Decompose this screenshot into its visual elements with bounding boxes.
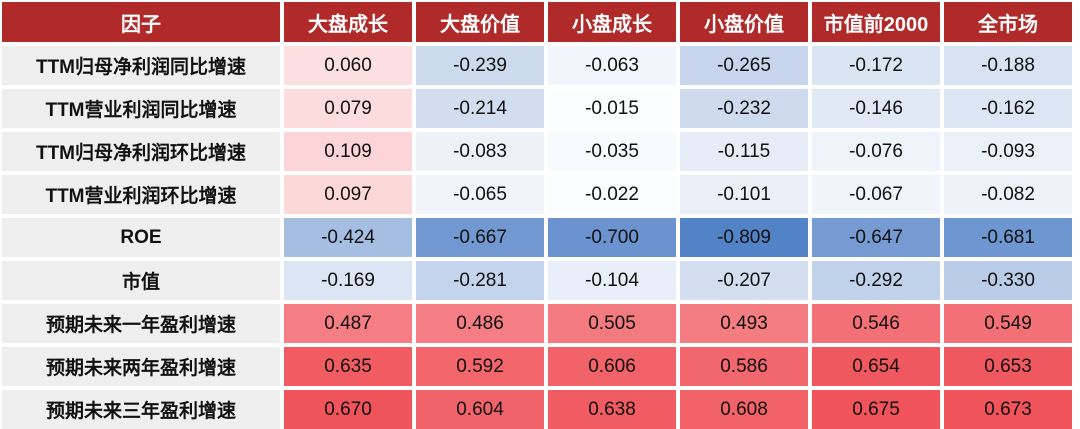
- value-cell: 0.654: [812, 343, 944, 386]
- row-label: TTM营业利润同比增速: [2, 85, 284, 128]
- value-cell: 0.487: [284, 300, 416, 343]
- value-cell: 0.653: [944, 343, 1076, 386]
- row-label: TTM归母净利润同比增速: [2, 42, 284, 85]
- value-cell: 0.638: [548, 386, 680, 429]
- value-cell: -0.424: [284, 214, 416, 257]
- value-cell: -0.022: [548, 171, 680, 214]
- column-header: 大盘成长: [284, 2, 416, 42]
- value-cell: -0.681: [944, 214, 1076, 257]
- table-row: TTM营业利润同比增速 0.079 -0.214 -0.015 -0.232 -0.146…: [2, 85, 1076, 128]
- value-cell: -0.065: [416, 171, 548, 214]
- header-row: 因子 大盘成长 大盘价值 小盘成长 小盘价值 市值前2000 全市场: [2, 2, 1076, 42]
- column-header: 小盘价值: [680, 2, 812, 42]
- table-row: TTM归母净利润环比增速 0.109 -0.083 -0.035 -0.115 -0.07…: [2, 128, 1076, 171]
- table-row: 预期未来三年盈利增速 0.670 0.604 0.638 0.608 0.675 0.673: [2, 386, 1076, 429]
- column-header: 大盘价值: [416, 2, 548, 42]
- table-row: 预期未来一年盈利增速 0.487 0.486 0.505 0.493 0.546 0.549: [2, 300, 1076, 343]
- row-label: ROE: [2, 214, 284, 257]
- value-cell: -0.063: [548, 42, 680, 85]
- value-cell: -0.207: [680, 257, 812, 300]
- corner-header: 因子: [2, 2, 284, 42]
- value-cell: -0.239: [416, 42, 548, 85]
- row-label: 市值: [2, 257, 284, 300]
- table-row: 市值 -0.169 -0.281 -0.104 -0.207 -0.292 -0.330: [2, 257, 1076, 300]
- value-cell: 0.060: [284, 42, 416, 85]
- value-cell: -0.169: [284, 257, 416, 300]
- value-cell: -0.188: [944, 42, 1076, 85]
- value-cell: -0.265: [680, 42, 812, 85]
- value-cell: -0.104: [548, 257, 680, 300]
- value-cell: 0.673: [944, 386, 1076, 429]
- row-label: TTM归母净利润环比增速: [2, 128, 284, 171]
- column-header: 全市场: [944, 2, 1076, 42]
- value-cell: -0.146: [812, 85, 944, 128]
- value-cell: -0.101: [680, 171, 812, 214]
- value-cell: -0.232: [680, 85, 812, 128]
- value-cell: 0.546: [812, 300, 944, 343]
- column-header: 市值前2000: [812, 2, 944, 42]
- value-cell: -0.015: [548, 85, 680, 128]
- row-label: 预期未来一年盈利增速: [2, 300, 284, 343]
- value-cell: -0.067: [812, 171, 944, 214]
- value-cell: -0.035: [548, 128, 680, 171]
- value-cell: 0.097: [284, 171, 416, 214]
- value-cell: 0.675: [812, 386, 944, 429]
- value-cell: -0.093: [944, 128, 1076, 171]
- row-label: 预期未来两年盈利增速: [2, 343, 284, 386]
- value-cell: 0.505: [548, 300, 680, 343]
- value-cell: -0.667: [416, 214, 548, 257]
- value-cell: 0.670: [284, 386, 416, 429]
- value-cell: -0.115: [680, 128, 812, 171]
- value-cell: 0.486: [416, 300, 548, 343]
- value-cell: -0.082: [944, 171, 1076, 214]
- row-label: TTM营业利润环比增速: [2, 171, 284, 214]
- value-cell: -0.809: [680, 214, 812, 257]
- value-cell: -0.162: [944, 85, 1076, 128]
- table-row: TTM归母净利润同比增速 0.060 -0.239 -0.063 -0.265 -0.17…: [2, 42, 1076, 85]
- table-row: 预期未来两年盈利增速 0.635 0.592 0.606 0.586 0.654 0.653: [2, 343, 1076, 386]
- value-cell: -0.700: [548, 214, 680, 257]
- value-cell: 0.635: [284, 343, 416, 386]
- value-cell: 0.608: [680, 386, 812, 429]
- value-cell: 0.493: [680, 300, 812, 343]
- column-header: 小盘成长: [548, 2, 680, 42]
- value-cell: -0.647: [812, 214, 944, 257]
- value-cell: 0.604: [416, 386, 548, 429]
- value-cell: 0.079: [284, 85, 416, 128]
- value-cell: -0.076: [812, 128, 944, 171]
- value-cell: -0.281: [416, 257, 548, 300]
- value-cell: 0.592: [416, 343, 548, 386]
- value-cell: -0.172: [812, 42, 944, 85]
- table-body: TTM归母净利润同比增速 0.060 -0.239 -0.063 -0.265 -0.17…: [2, 42, 1076, 429]
- value-cell: 0.586: [680, 343, 812, 386]
- value-cell: 0.109: [284, 128, 416, 171]
- table-row: TTM营业利润环比增速 0.097 -0.065 -0.022 -0.101 -0.067…: [2, 171, 1076, 214]
- value-cell: -0.292: [812, 257, 944, 300]
- row-label: 预期未来三年盈利增速: [2, 386, 284, 429]
- value-cell: -0.214: [416, 85, 548, 128]
- value-cell: -0.330: [944, 257, 1076, 300]
- value-cell: -0.083: [416, 128, 548, 171]
- table-row: ROE -0.424 -0.667 -0.700 -0.809 -0.647 -0.681: [2, 214, 1076, 257]
- value-cell: 0.549: [944, 300, 1076, 343]
- value-cell: 0.606: [548, 343, 680, 386]
